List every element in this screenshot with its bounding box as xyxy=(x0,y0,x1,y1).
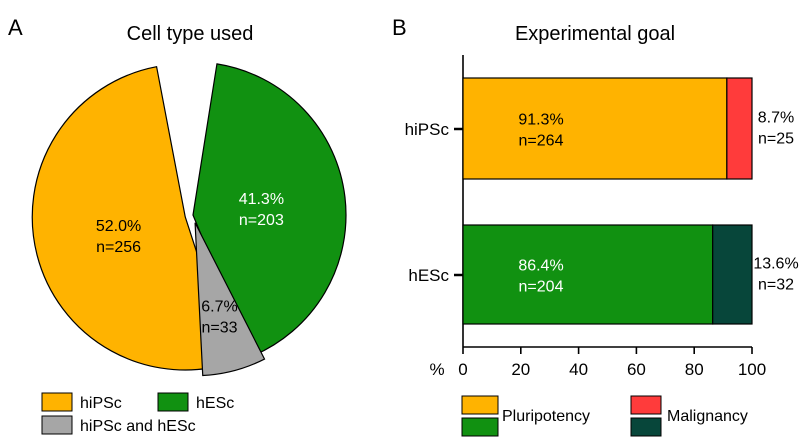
pie-slice-hipsc-and-hesc xyxy=(194,222,266,377)
pie-slice-count-hipsc-and-hesc: n=33 xyxy=(201,319,237,336)
legend-swatch-malignancy-hipsc xyxy=(630,395,662,415)
x-tick-label-20: 20 xyxy=(511,360,530,379)
x-tick-label-60: 60 xyxy=(627,360,646,379)
legend-label-hesc: hESc xyxy=(196,395,234,412)
legend-swatch-pluripotency-hesc xyxy=(461,417,499,437)
x-tick-label-40: 40 xyxy=(569,360,588,379)
bar-chart: hiPSc hESc 0 20 40 60 80 100% 91.3% n=264 8.7% n=25… xyxy=(405,55,799,379)
pie-slice-percent-hipsc-and-hesc: 6.7% xyxy=(201,298,237,315)
x-tick-label-80: 80 xyxy=(685,360,704,379)
legend-label-hipsc: hiPSc xyxy=(80,395,122,412)
panel-b-letter: B xyxy=(392,15,407,40)
bar-label-pluripotency-percent-hesc: 86.4% xyxy=(518,258,563,275)
y-tick-label-hesc: hESc xyxy=(408,266,449,285)
x-tick-label-100: 100 xyxy=(738,360,766,379)
pie-slice-percent-hesc: 41.3% xyxy=(239,191,284,208)
bar-malignancy-hesc xyxy=(712,224,753,325)
panel-a-letter: A xyxy=(8,15,23,40)
bar-malignancy-hipsc xyxy=(726,77,753,180)
bar-pluripotency-hesc xyxy=(462,224,714,325)
pie-title: Cell type used xyxy=(127,23,254,45)
legend-label-pluripotency: Pluripotency xyxy=(502,408,590,425)
legend-swatch-pluripotency-hipsc xyxy=(461,395,499,415)
legend-label-both: hiPSc and hESc xyxy=(80,418,196,435)
bar-label-malignancy-percent-hipsc: 8.7% xyxy=(758,110,794,127)
pie-slice-hipsc xyxy=(31,65,234,371)
x-axis-label: % xyxy=(429,360,444,379)
pie-slice-count-hesc: n=203 xyxy=(239,212,284,229)
bar-title: Experimental goal xyxy=(515,23,675,45)
bar-label-pluripotency-percent-hipsc: 91.3% xyxy=(518,112,563,129)
bar-label-malignancy-count-hipsc: n=25 xyxy=(758,131,794,148)
legend-label-malignancy: Malignancy xyxy=(667,408,748,425)
pie-slice-count-hipsc: n=256 xyxy=(96,239,141,256)
bar-legend: Pluripotency Malignancy xyxy=(461,395,748,437)
legend-swatch-hipsc xyxy=(41,392,73,412)
pie-chart: 52.0% n=256 41.3% n=203 6.7% n=33 xyxy=(31,63,347,377)
y-tick-label-hipsc: hiPSc xyxy=(405,120,450,139)
legend-swatch-malignancy-hesc xyxy=(630,417,662,437)
bar-label-pluripotency-count-hesc: n=204 xyxy=(519,279,564,296)
legend-swatch-hesc xyxy=(157,392,189,412)
pie-slice-hesc xyxy=(192,63,347,358)
bar-label-pluripotency-count-hipsc: n=264 xyxy=(519,133,564,150)
legend-swatch-both xyxy=(41,415,73,435)
bar-label-malignancy-count-hesc: n=32 xyxy=(758,277,794,294)
bar-label-malignancy-percent-hesc: 13.6% xyxy=(753,256,798,273)
bar-pluripotency-hipsc xyxy=(462,77,728,180)
x-tick-label-0: 0 xyxy=(458,360,467,379)
pie-legend: hiPSc hESc hiPSc and hESc xyxy=(41,392,234,435)
pie-slice-percent-hipsc: 52.0% xyxy=(96,218,141,235)
